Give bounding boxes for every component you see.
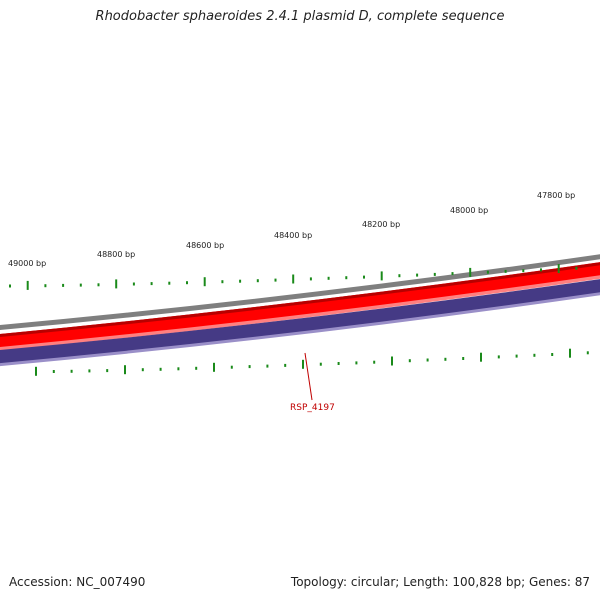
scale-label: 48000 bp: [450, 206, 488, 215]
accession-text: Accession: NC_007490: [9, 575, 146, 589]
red-band-dark-edge: [0, 262, 600, 338]
scale-label: 47800 bp: [537, 191, 575, 200]
topology-text: Topology: circular; Length: 100,828 bp; …: [290, 575, 590, 589]
scale-labels: 49000 bp 48800 bp 48600 bp 48400 bp 48200 bp…: [8, 191, 575, 268]
scale-label: 48600 bp: [186, 241, 224, 250]
scale-label: 48800 bp: [97, 250, 135, 259]
outer-ring: [0, 254, 600, 331]
blue-band: [0, 279, 600, 364]
map-title: Rhodobacter sphaeroides 2.4.1 plasmid D,…: [95, 9, 505, 24]
track-bands: [0, 254, 600, 367]
scale-label: 48200 bp: [362, 220, 400, 229]
red-band: [0, 262, 600, 348]
scale-ticks: [9, 264, 589, 376]
scale-label: 49000 bp: [8, 259, 46, 268]
gene-leader-line: [304, 352, 313, 401]
gene-label-rsp-4197[interactable]: RSP_4197: [290, 403, 335, 413]
scale-label: 48400 bp: [274, 231, 312, 240]
